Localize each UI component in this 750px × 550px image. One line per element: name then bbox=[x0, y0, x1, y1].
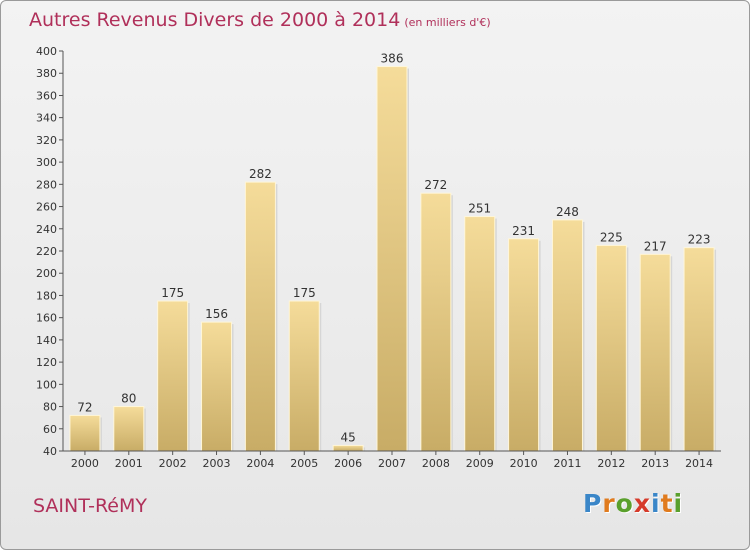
x-tick-label: 2000 bbox=[71, 457, 99, 470]
y-tick-label: 340 bbox=[36, 112, 57, 125]
axes-group: 40 60 80 100 120 140 160 180 200 220 240 260 280 300 3… bbox=[36, 45, 721, 470]
x-tick-label: 2001 bbox=[115, 457, 143, 470]
bar-value-label: 386 bbox=[381, 52, 404, 66]
y-tick-label: 100 bbox=[36, 378, 57, 391]
bar-value-label: 45 bbox=[340, 430, 355, 444]
y-tick-label: 40 bbox=[43, 445, 57, 458]
bar-value-label: 175 bbox=[161, 286, 184, 300]
bar-value-label: 156 bbox=[205, 307, 228, 321]
bar-value-label: 225 bbox=[600, 230, 623, 244]
bar bbox=[288, 300, 320, 452]
logo-letter: P bbox=[583, 489, 603, 518]
bar-value-label: 72 bbox=[77, 400, 92, 414]
x-tick-label: 2004 bbox=[246, 457, 274, 470]
bar bbox=[683, 247, 715, 452]
logo-letter: o bbox=[615, 489, 634, 518]
x-tick-label: 2013 bbox=[641, 457, 669, 470]
y-tick-label: 220 bbox=[36, 245, 57, 258]
bars-group: 72 80 175 156 282 175 45 386 272 251 231 248 225 217 2… bbox=[69, 52, 717, 452]
bar bbox=[376, 66, 408, 452]
y-tick-label: 300 bbox=[36, 156, 57, 169]
bar bbox=[332, 444, 364, 452]
x-tick-label: 2003 bbox=[203, 457, 231, 470]
bar bbox=[551, 219, 583, 452]
y-tick-label: 120 bbox=[36, 356, 57, 369]
bar-value-label: 223 bbox=[688, 233, 711, 247]
bar bbox=[157, 300, 189, 452]
chart-subtitle: (en milliers d'€) bbox=[404, 16, 491, 29]
y-tick-label: 360 bbox=[36, 89, 57, 102]
commune-name: SAINT-RéMY bbox=[33, 495, 147, 517]
y-tick-label: 400 bbox=[36, 45, 57, 58]
x-tick-label: 2005 bbox=[290, 457, 318, 470]
y-tick-label: 280 bbox=[36, 178, 57, 191]
x-tick-label: 2007 bbox=[378, 457, 406, 470]
bar bbox=[420, 192, 452, 452]
logo-letter: i bbox=[673, 489, 684, 518]
bar bbox=[69, 414, 101, 452]
bar-value-label: 282 bbox=[249, 167, 272, 181]
logo-letter: x bbox=[633, 489, 651, 518]
bar bbox=[464, 216, 496, 452]
proxiti-logo[interactable]: Proxiti bbox=[583, 489, 683, 518]
y-tick-label: 80 bbox=[43, 401, 57, 414]
x-tick-label: 2014 bbox=[685, 457, 713, 470]
y-tick-label: 260 bbox=[36, 201, 57, 214]
x-tick-label: 2002 bbox=[159, 457, 187, 470]
bar bbox=[201, 321, 233, 452]
chart-title: Autres Revenus Divers de 2000 à 2014 (en … bbox=[29, 9, 491, 31]
y-tick-label: 180 bbox=[36, 289, 57, 302]
logo-letter: r bbox=[602, 489, 616, 518]
y-tick-label: 320 bbox=[36, 134, 57, 147]
bar bbox=[639, 253, 671, 452]
bar-value-label: 175 bbox=[293, 286, 316, 300]
bar-value-label: 248 bbox=[556, 205, 579, 219]
y-tick-label: 60 bbox=[43, 423, 57, 436]
logo-letter: i bbox=[651, 489, 661, 518]
x-tick-label: 2010 bbox=[510, 457, 538, 470]
bar bbox=[508, 238, 540, 452]
y-tick-label: 140 bbox=[36, 334, 57, 347]
bar bbox=[244, 181, 276, 452]
bar-value-label: 80 bbox=[121, 392, 136, 406]
chart-title-text: Autres Revenus Divers de 2000 à 2014 bbox=[29, 9, 401, 31]
bar-value-label: 217 bbox=[644, 239, 667, 253]
bar bbox=[113, 406, 145, 452]
x-tick-label: 2008 bbox=[422, 457, 450, 470]
y-tick-label: 160 bbox=[36, 312, 57, 325]
bar-value-label: 251 bbox=[468, 202, 491, 216]
x-tick-label: 2006 bbox=[334, 457, 362, 470]
x-tick-label: 2011 bbox=[553, 457, 581, 470]
bar-value-label: 231 bbox=[512, 224, 535, 238]
y-tick-label: 200 bbox=[36, 267, 57, 280]
bar bbox=[595, 244, 627, 452]
logo-letter: t bbox=[660, 489, 674, 518]
x-tick-label: 2009 bbox=[466, 457, 494, 470]
y-tick-label: 240 bbox=[36, 223, 57, 236]
bar-value-label: 272 bbox=[424, 178, 447, 192]
y-tick-label: 380 bbox=[36, 67, 57, 80]
x-tick-label: 2012 bbox=[597, 457, 625, 470]
